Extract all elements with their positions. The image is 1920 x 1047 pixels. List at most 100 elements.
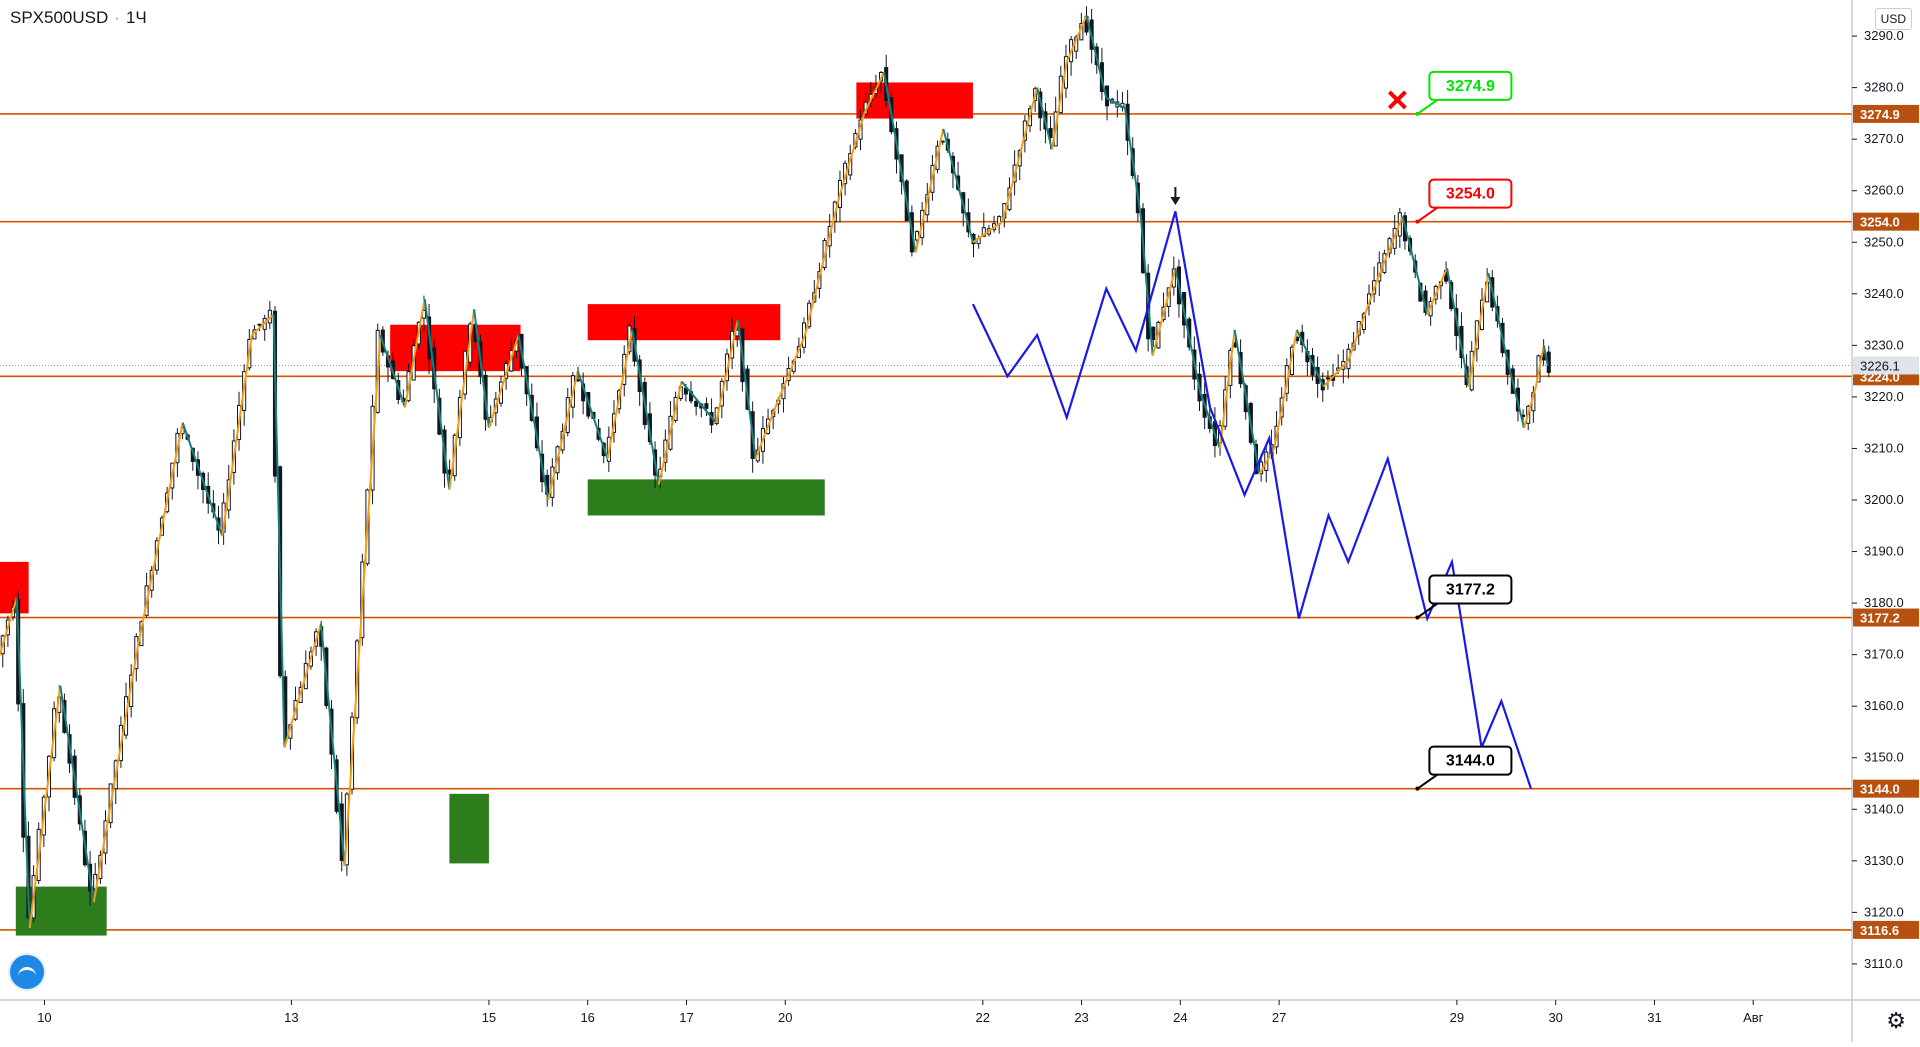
tradingview-logo-icon[interactable] [10,955,44,989]
zigzag-segment [320,623,346,867]
price-tick-label: 3220.0 [1864,389,1904,404]
zigzag-segment [517,334,550,501]
price-callout-pointer [1416,99,1438,115]
price-axis: 3110.0 3120.0 3130.0 3140.0 3150.0 3160.0 3170… [1851,0,1920,1042]
zigzag-segment [1050,61,1068,150]
price-callout-box [1428,574,1513,605]
time-tick-label: 22 [976,1010,990,1025]
price-tick-label: 3290.0 [1864,28,1904,43]
price-tick-label: 3150.0 [1864,750,1904,765]
zigzag-segment [1523,386,1537,429]
zigzag-segment [1085,15,1108,99]
zigzag-segment [1273,329,1298,449]
time-tick-label: 30 [1548,1010,1562,1025]
callouts-layer: 3274.9 3254.0 3177.2 3144.0 [1387,70,1513,791]
supply-zone [390,324,521,372]
zigzag-segment [1401,216,1429,315]
time-tick-label: 15 [482,1010,496,1025]
zigzag-layer [0,15,1549,928]
zigzag-segment [1446,267,1470,387]
zigzag-segment [547,370,579,501]
zigzag-segment [631,329,660,485]
last-price-badge [1853,356,1919,375]
time-tick-label: 10 [37,1010,51,1025]
zigzag-segment [838,113,866,197]
candle-body [981,227,986,237]
price-tick-label: 3270.0 [1864,131,1904,146]
level-badge-label: 3274.9 [1860,107,1900,122]
zigzag-segment [863,71,885,114]
zigzag-segment [1322,360,1349,388]
level-badge [1853,212,1919,231]
zigzag-segment [28,685,62,928]
zigzag-segment [1542,345,1549,367]
zigzag-segment [181,422,224,537]
level-badge [1853,779,1919,798]
price-callout-pointer [1416,602,1438,619]
zones-layer [0,82,973,936]
candle-body [940,140,945,143]
supply-zone [587,304,781,341]
zigzag-segment [1199,391,1221,449]
gear-icon[interactable]: ⚙ [1886,1008,1906,1033]
zigzag-segment [606,329,634,459]
symbol-header[interactable]: SPX500USD · 1Ч [10,8,147,28]
time-tick-label: 31 [1647,1010,1661,1025]
zigzag-segment [283,623,322,748]
zigzag-segment [473,309,490,428]
time-axis: 10 13 15 16 17 20 22 23 24 27 29 30 31 Авг [0,999,1920,1025]
zigzag-segment [1295,329,1325,388]
level-badge-label: 3254.0 [1860,215,1900,230]
zigzag-segment [487,334,520,429]
price-tick-label: 3260.0 [1864,183,1904,198]
price-tick-label: 3110.0 [1864,956,1903,971]
price-tick-label: 3250.0 [1864,234,1904,249]
zigzag-segment [1105,97,1126,110]
level-badge [1853,608,1919,627]
time-tick-label: 20 [778,1010,792,1025]
zigzag-segment [272,314,286,748]
zigzag-segment [1376,216,1404,279]
zigzag-segment [1001,87,1039,222]
last-price-label: 3226.1 [1860,358,1900,373]
zigzag-segment [804,195,841,336]
zigzag-segment [423,298,451,490]
zigzag-segment [1534,345,1545,387]
zigzag-segment [251,313,275,336]
zigzag-segment [657,381,683,485]
projection-path [971,211,1533,790]
zigzag-segment [1487,272,1508,356]
zigzag-segment [0,597,18,658]
price-callout-box [1428,70,1513,101]
candle-body [1048,127,1053,138]
zigzag-segment [1347,278,1379,362]
price-tick-label: 3190.0 [1864,544,1904,559]
zigzag-segment [1426,267,1448,315]
price-tick-label: 3180.0 [1864,595,1904,610]
candle-body [694,400,699,407]
candle-body [704,403,709,409]
zigzag-segment [1218,329,1236,449]
currency-button[interactable]: USD [1874,8,1912,30]
time-tick-label: 27 [1272,1010,1286,1025]
price-tick-label: 3170.0 [1864,647,1904,662]
price-tick-label: 3230.0 [1864,337,1904,352]
zigzag-segment [1151,267,1177,356]
zigzag-segment [15,597,31,928]
level-badge-label: 3116.6 [1860,923,1899,938]
zigzag-segment [1139,216,1154,356]
price-callout-label: 3274.9 [1446,78,1495,95]
zigzag-segment [59,685,95,903]
zigzag-segment [448,309,476,490]
zigzag-segment [1174,267,1202,392]
zigzag-segment [972,220,1004,244]
zigzag-segment [221,334,253,537]
interval-label: 1Ч [125,8,147,27]
projection-layer [971,187,1533,790]
zigzag-segment [715,319,739,423]
zigzag-segment [914,128,945,253]
supply-zone [856,82,973,119]
level-badge [1853,920,1919,939]
